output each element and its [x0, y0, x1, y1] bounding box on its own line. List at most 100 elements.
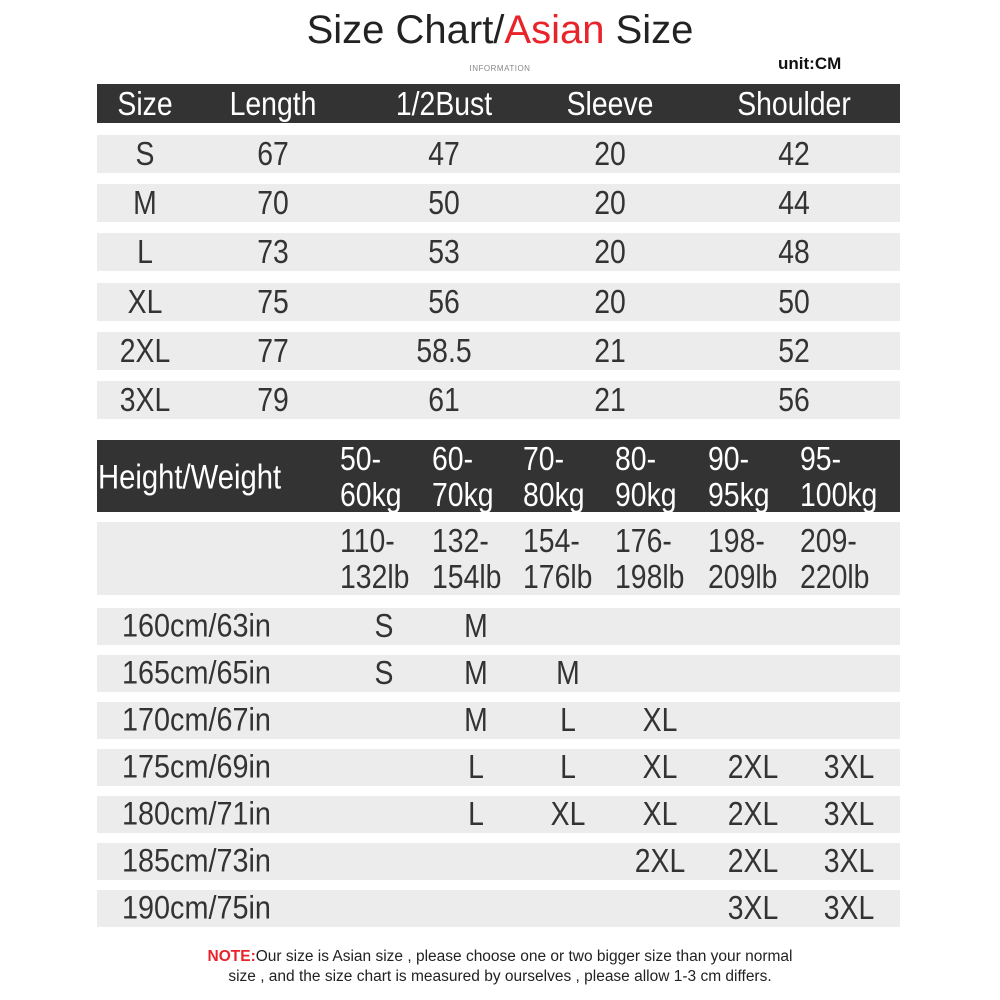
- page-title: Size Chart/Asian Size: [0, 8, 1000, 53]
- size-cell: L: [560, 748, 576, 785]
- size-header-bar: [97, 84, 900, 123]
- note-label: NOTE:: [207, 948, 256, 965]
- size-cell: 2XL: [727, 842, 779, 879]
- kg-range-line2: 70kg: [432, 476, 494, 513]
- size-cell: 3XL: [823, 842, 875, 879]
- table-cell: 3XL: [119, 381, 171, 418]
- lb-range-line2: 198lb: [615, 558, 685, 595]
- table-cell: 56: [778, 381, 810, 418]
- table-cell: M: [133, 184, 157, 222]
- size-column-header: 1/2Bust: [395, 85, 493, 122]
- lb-range-line2: 176lb: [523, 558, 593, 595]
- size-cell: M: [464, 607, 488, 644]
- height-label: 165cm/65in: [122, 654, 271, 691]
- table-row: [97, 702, 900, 739]
- table-cell: 58.5: [416, 331, 472, 369]
- table-row: [97, 282, 900, 321]
- table-cell: 61: [428, 381, 460, 418]
- height-label: 170cm/67in: [122, 701, 271, 738]
- kg-range-line2: 95kg: [708, 476, 770, 513]
- size-column-header: Shoulder: [737, 85, 851, 122]
- title-text-end: Size: [604, 8, 694, 52]
- size-cell: S: [374, 607, 394, 644]
- table-cell: 50: [428, 184, 460, 222]
- size-cell: L: [468, 748, 484, 785]
- table-cell: 73: [257, 233, 289, 271]
- note-line-2: size , and the size chart is measured by…: [228, 968, 772, 985]
- size-cell: 2XL: [727, 748, 779, 785]
- table-row: [97, 135, 900, 173]
- kg-range-line1: 60-: [432, 440, 474, 477]
- size-cell: XL: [642, 748, 678, 785]
- table-cell: 2XL: [119, 331, 171, 369]
- table-cell: L: [137, 233, 153, 271]
- kg-range-line2: 90kg: [615, 476, 677, 513]
- unit-label: unit:CM: [778, 54, 842, 73]
- subtitle: INFORMATION: [469, 64, 531, 73]
- table-row: [97, 608, 900, 645]
- kg-range-line1: 50-: [340, 440, 382, 477]
- height-label: 175cm/69in: [122, 748, 271, 785]
- table-row: [97, 184, 900, 223]
- size-cell: M: [464, 654, 488, 691]
- lb-range-line2: 154lb: [432, 558, 502, 595]
- height-label: 190cm/75in: [122, 889, 271, 926]
- kg-range-line1: 90-: [708, 440, 750, 477]
- lb-range-line1: 198-: [708, 522, 765, 559]
- size-column-header: Sleeve: [566, 85, 654, 122]
- table-cell: 50: [778, 282, 810, 320]
- table-row: [97, 890, 900, 927]
- table-cell: 42: [778, 135, 810, 172]
- size-cell: L: [468, 795, 484, 832]
- note: NOTE:Our size is Asian size , please cho…: [0, 947, 1000, 987]
- kg-range-line1: 70-: [523, 440, 565, 477]
- size-cell: XL: [642, 701, 678, 738]
- size-cell: 2XL: [634, 842, 686, 879]
- table-cell: 70: [257, 184, 289, 222]
- height-label: 180cm/71in: [122, 795, 271, 832]
- lb-range-line1: 132-: [432, 522, 489, 559]
- size-cell: XL: [642, 795, 678, 832]
- table-row: [97, 655, 900, 692]
- size-cell: 3XL: [823, 889, 875, 926]
- size-cell: L: [560, 701, 576, 738]
- kg-range-line2: 60kg: [340, 476, 402, 513]
- table-row: [97, 843, 900, 880]
- table-cell: 48: [778, 233, 810, 271]
- table-cell: 56: [428, 282, 460, 320]
- title-text: Size Chart/: [306, 8, 505, 52]
- size-cell: 3XL: [727, 889, 779, 926]
- table-cell: 20: [594, 282, 626, 320]
- lb-range-line1: 154-: [523, 522, 580, 559]
- kg-range-line1: 95-: [800, 440, 842, 477]
- kg-range-line2: 100kg: [800, 476, 878, 513]
- size-cell: XL: [550, 795, 586, 832]
- kg-range-line2: 80kg: [523, 476, 585, 513]
- height-label: 160cm/63in: [122, 607, 271, 644]
- fit-corner-header: Height/Weight: [98, 458, 282, 497]
- table-cell: 21: [594, 331, 626, 369]
- fit-header-bar: [97, 440, 900, 512]
- table-cell: 20: [594, 184, 626, 222]
- size-column-header: Size: [117, 85, 173, 122]
- table-row: [97, 381, 900, 419]
- table-cell: 75: [257, 282, 289, 320]
- table-row: [97, 331, 900, 370]
- lb-range-line2: 132lb: [340, 558, 410, 595]
- lb-range-line1: 110-: [340, 522, 395, 559]
- table-cell: 20: [594, 135, 626, 172]
- lb-range-line2: 220lb: [800, 558, 870, 595]
- lb-row: [97, 522, 900, 595]
- size-column-header: Length: [229, 85, 317, 122]
- size-cell: 3XL: [823, 795, 875, 832]
- table-row: [97, 796, 900, 833]
- size-cell: S: [374, 654, 394, 691]
- size-cell: M: [464, 701, 488, 738]
- table-cell: 47: [428, 135, 460, 172]
- table-cell: XL: [127, 282, 163, 320]
- table-cell: 20: [594, 233, 626, 271]
- table-cell: 67: [257, 135, 289, 172]
- lb-range-line1: 209-: [800, 522, 857, 559]
- table-cell: S: [135, 135, 155, 172]
- table-cell: 53: [428, 233, 460, 271]
